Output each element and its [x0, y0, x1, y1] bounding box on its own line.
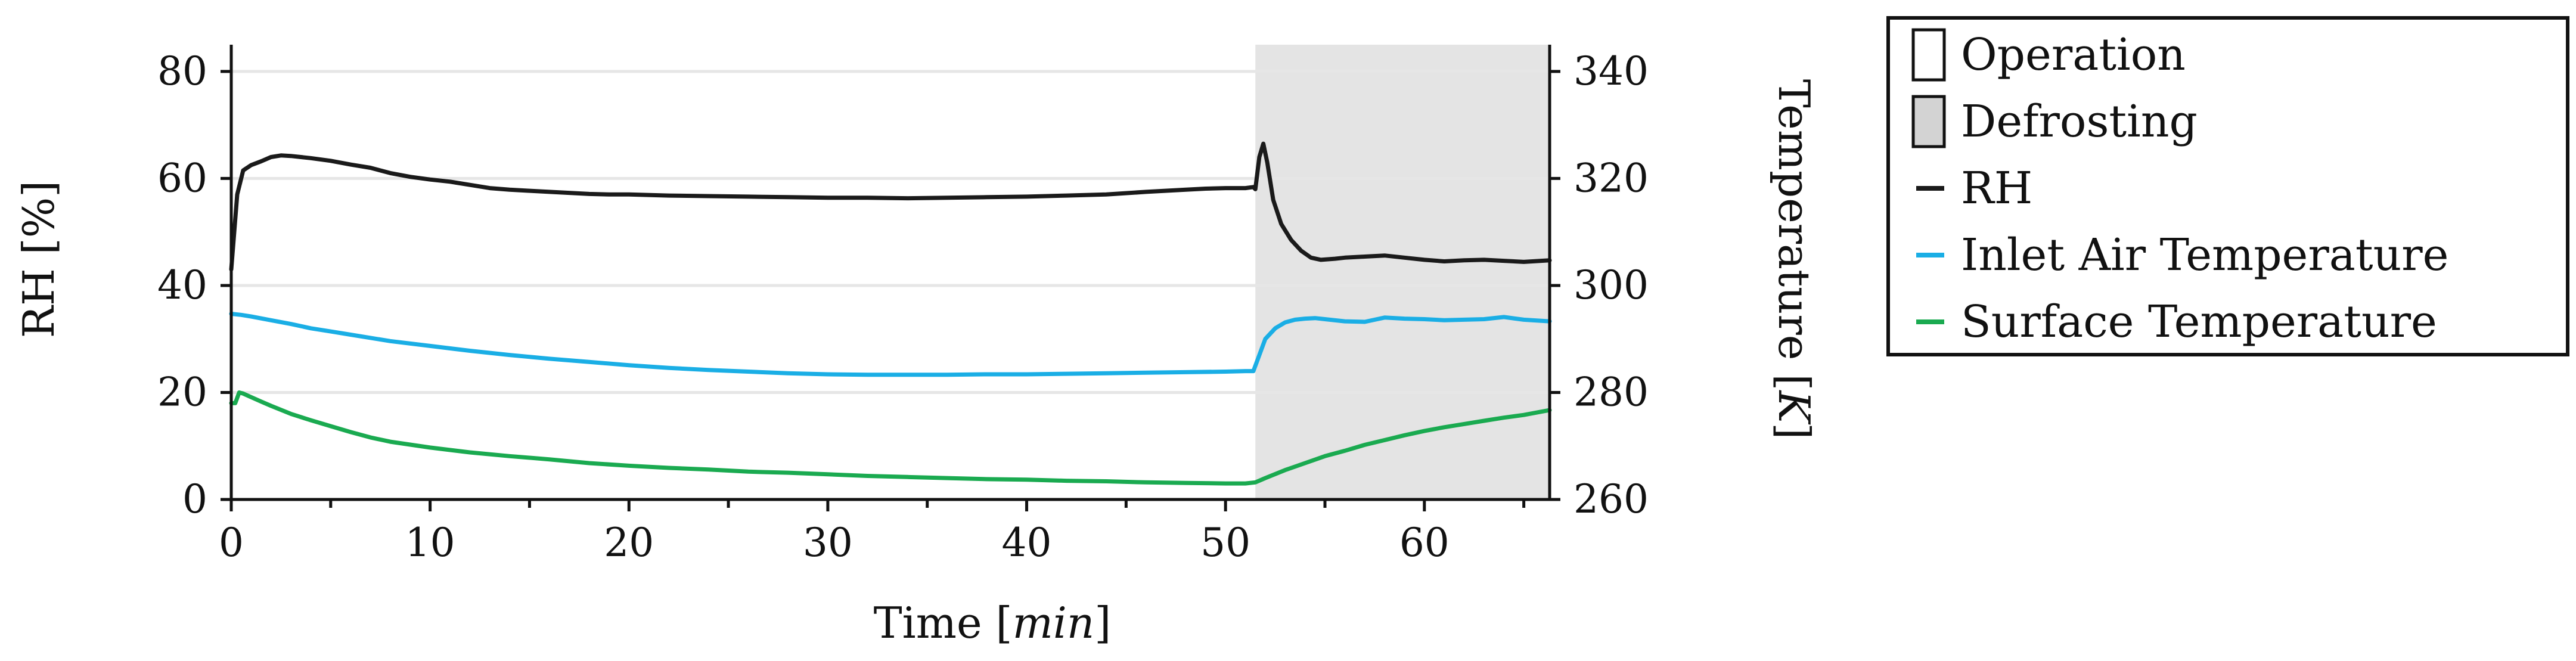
legend-label-defrosting: Defrosting — [1961, 96, 2198, 147]
y-right-tick-label: 280 — [1573, 369, 1649, 415]
y-axis-left-label: RH [%] — [14, 181, 64, 338]
legend-label-inlet-air-temperature: Inlet Air Temperature — [1961, 229, 2448, 281]
y-left-tick-label: 40 — [157, 262, 207, 308]
x-tick-label: 40 — [1002, 520, 1052, 566]
x-tick-label: 50 — [1200, 520, 1250, 566]
region-layer — [1255, 45, 1550, 499]
legend-label-surface-temperature: Surface Temperature — [1961, 296, 2437, 347]
x-tick-label: 60 — [1399, 520, 1450, 566]
series-line-inlet-air-temperature — [229, 312, 1552, 377]
y-right-tick-label: 260 — [1573, 476, 1649, 522]
y-right-tick-label: 340 — [1573, 48, 1649, 94]
y-right-tick-label: 320 — [1573, 155, 1649, 201]
legend-label-operation: Operation — [1961, 29, 2186, 80]
y-left-tick-label: 80 — [157, 48, 207, 94]
series-layer — [229, 141, 1552, 486]
y-axis-right-label: Temperature [K] — [1769, 79, 1819, 440]
legend-swatch-operation — [1911, 28, 1946, 82]
x-tick-label: 10 — [405, 520, 455, 566]
series-line-rh — [229, 141, 1552, 272]
y-left-tick-label: 0 — [182, 476, 207, 522]
series-line-surface-temperature — [229, 390, 1552, 486]
x-axis-label: Time [min] — [874, 598, 1112, 648]
legend-swatch-defrosting — [1911, 95, 1946, 148]
y-right-tick-label: 300 — [1573, 262, 1649, 308]
y-left-tick-label: 60 — [157, 155, 207, 201]
x-tick-label: 20 — [604, 520, 654, 566]
x-tick-label: 30 — [803, 520, 853, 566]
legend: Operation Defrosting RH Inlet Air Temperatu… — [1886, 16, 2569, 356]
legend-label-rh: RH — [1961, 163, 2032, 214]
axes-layer: 0 10 20 30 40 50 60 0 20 40 60 80 260 280 300 320 340 — [157, 45, 1649, 566]
x-tick-label: 0 — [219, 520, 244, 566]
y-left-tick-label: 20 — [157, 369, 207, 415]
grid-layer — [231, 70, 1550, 394]
defrosting-region — [1255, 45, 1550, 499]
legend-frame — [1886, 16, 2569, 356]
